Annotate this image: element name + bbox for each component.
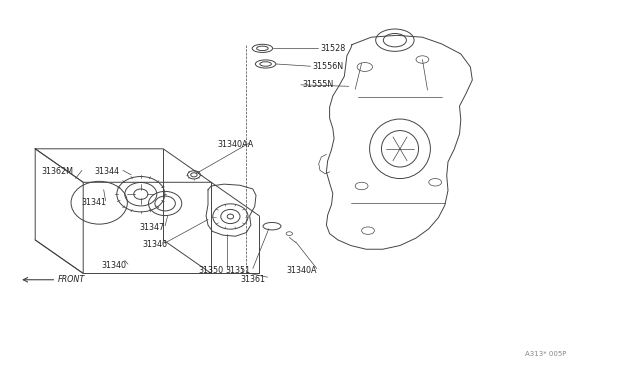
Text: A313* 005P: A313* 005P (525, 351, 566, 357)
Text: 31340A: 31340A (287, 266, 317, 275)
Text: 31340: 31340 (101, 262, 126, 270)
Text: 31351: 31351 (225, 266, 250, 275)
Text: 31347: 31347 (140, 223, 164, 232)
Text: 31361: 31361 (240, 275, 265, 284)
Text: 31555N: 31555N (302, 80, 333, 89)
Text: 31350: 31350 (198, 266, 223, 275)
Text: 31346: 31346 (142, 240, 167, 249)
Text: 31344: 31344 (95, 167, 120, 176)
Text: FRONT: FRONT (58, 275, 85, 284)
Text: 31340AA: 31340AA (218, 140, 254, 149)
Text: 31362M: 31362M (42, 167, 74, 176)
Text: 31556N: 31556N (312, 62, 344, 71)
Text: 31528: 31528 (320, 44, 345, 53)
Text: 31341: 31341 (82, 198, 107, 207)
